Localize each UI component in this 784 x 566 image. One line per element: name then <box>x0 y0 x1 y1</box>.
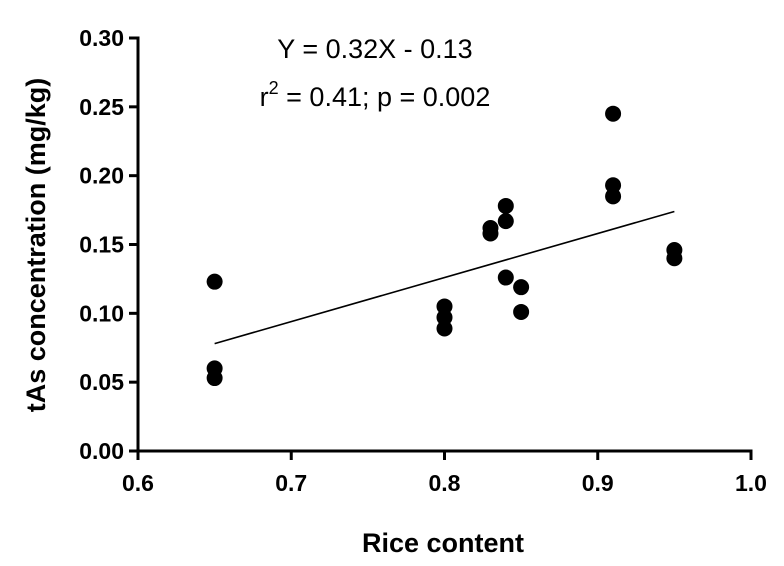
x-tick-label: 0.6 <box>122 470 154 496</box>
x-tick-label: 0.9 <box>582 470 614 496</box>
regression-equation: Y = 0.32X - 0.13 <box>277 34 472 64</box>
x-axis-title: Rice content <box>362 528 524 558</box>
r-exponent: 2 <box>269 78 279 98</box>
y-tick-label: 0.10 <box>79 300 124 326</box>
data-point <box>436 298 453 315</box>
data-points <box>206 105 683 387</box>
data-point <box>206 370 223 387</box>
data-point <box>605 177 622 194</box>
x-tick-label: 0.7 <box>275 470 307 496</box>
y-tick-label: 0.00 <box>79 438 124 464</box>
r-squared-annotation: r2 = 0.41; p = 0.002 <box>260 78 491 112</box>
data-point <box>605 188 622 205</box>
y-tick-label: 0.15 <box>79 232 124 258</box>
x-tick-label: 1.0 <box>735 470 767 496</box>
x-tick-label: 0.8 <box>429 470 461 496</box>
data-point <box>206 273 223 290</box>
data-point <box>513 279 530 296</box>
y-tick-label: 0.05 <box>79 369 124 395</box>
data-point <box>497 197 514 214</box>
data-point <box>482 225 499 242</box>
data-point <box>666 250 683 267</box>
data-point <box>497 213 514 230</box>
regression-line <box>214 210 675 345</box>
y-tick-label: 0.25 <box>79 94 124 120</box>
data-point <box>513 303 530 320</box>
x-ticks: 0.6 0.7 0.8 0.9 1.0 <box>122 451 767 496</box>
data-point <box>436 320 453 337</box>
y-ticks: 0.00 0.05 0.10 0.15 0.20 0.25 0.30 <box>79 25 138 464</box>
y-tick-label: 0.20 <box>79 163 124 189</box>
data-point <box>605 105 622 122</box>
data-point <box>497 269 514 286</box>
y-axis-title: tAs concentration (mg/kg) <box>21 78 51 413</box>
y-tick-label: 0.30 <box>79 25 124 51</box>
r-prefix: r <box>260 82 269 112</box>
data-point <box>436 309 453 326</box>
r-stats: = 0.41; p = 0.002 <box>279 82 491 112</box>
